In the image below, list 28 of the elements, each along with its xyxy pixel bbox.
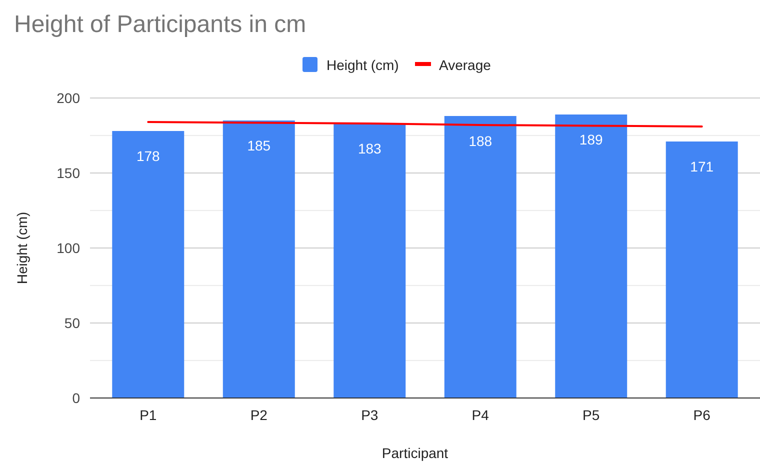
data-label: 188 [468,133,492,149]
x-tick-label: P1 [140,407,157,423]
bar [112,131,184,398]
chart-title: Height of Participants in cm [14,11,306,38]
x-tick-label: P6 [693,407,711,423]
bar [334,124,406,398]
bar [555,114,628,398]
x-tick-label: P4 [472,407,490,423]
data-label: 178 [136,148,160,164]
bar [444,116,516,398]
data-label: 189 [579,132,604,148]
legend-label: Average [439,57,492,73]
x-tick-label: P3 [361,407,378,423]
data-label: 183 [358,140,382,156]
y-tick-label: 150 [56,165,80,181]
bar [222,120,295,398]
x-axis-title: Participant [382,445,448,461]
y-axis-title: Height (cm) [14,212,30,284]
y-tick-label: 200 [56,90,80,106]
data-label: 171 [690,158,714,174]
legend-label: Height (cm) [326,57,399,73]
x-tick-label: P5 [582,407,600,423]
y-tick-label: 100 [56,240,80,256]
y-tick-label: 0 [72,390,80,406]
y-tick-label: 50 [64,315,80,331]
bar [666,142,738,398]
data-label: 185 [247,138,271,154]
x-tick-label: P2 [250,407,268,423]
